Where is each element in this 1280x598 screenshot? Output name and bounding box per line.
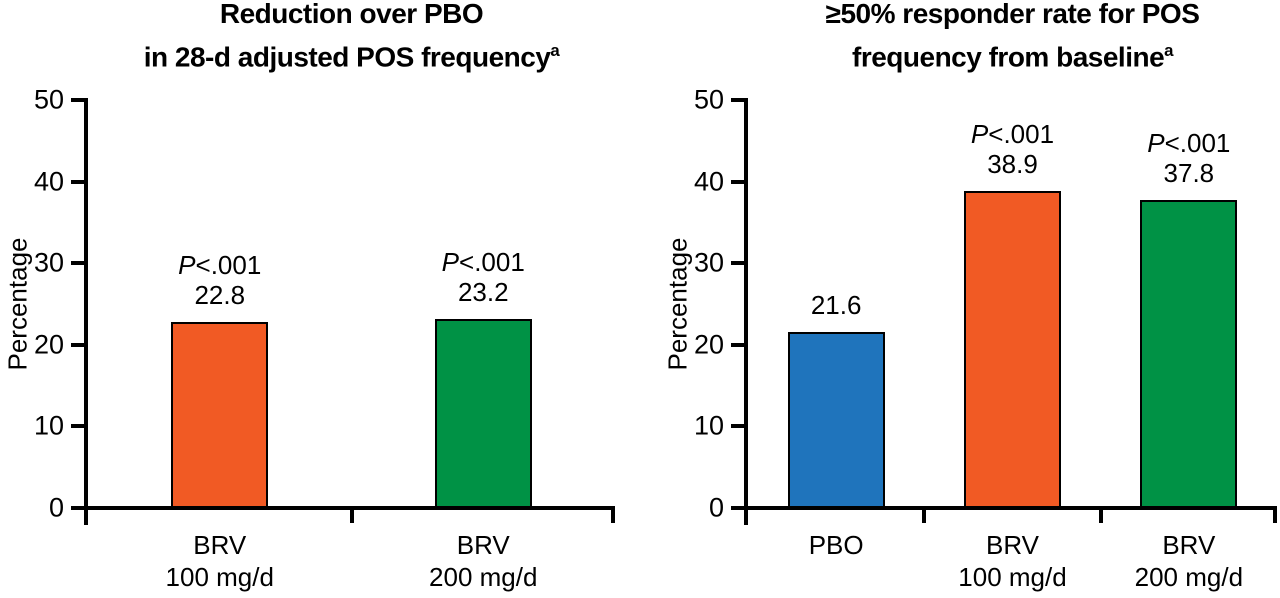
chart-title-line2: frequency from baseline xyxy=(852,41,1165,73)
chart-title-line2: in 28-d adjusted POS frequency xyxy=(143,41,551,73)
y-tick xyxy=(731,179,744,184)
bar-annotation: P<.001 23.2 xyxy=(442,247,525,307)
y-tick-label: 20 xyxy=(33,329,64,360)
x-category-label: BRV 100 mg/d xyxy=(166,529,274,593)
y-tick xyxy=(71,98,84,102)
bar-value-label: 21.6 xyxy=(810,289,862,320)
x-category-label-line: BRV xyxy=(456,530,510,560)
x-axis-line xyxy=(84,506,615,510)
title-footnote-marker: a xyxy=(1164,41,1173,60)
y-axis-line xyxy=(744,98,748,525)
x-category-label: BRV 200 mg/d xyxy=(1135,529,1243,593)
y-tick xyxy=(731,506,744,510)
x-category-label-line: 100 mg/d xyxy=(958,562,1067,592)
bar-pbo xyxy=(787,331,885,508)
chart-title: ≥50% responder rate for POS frequency fro… xyxy=(693,0,1280,75)
y-axis-line xyxy=(84,98,88,525)
x-category-label-line: 200 mg/d xyxy=(1134,562,1244,592)
y-tick-label: 30 xyxy=(693,247,724,278)
y-tick xyxy=(71,424,84,429)
title-footnote-marker: a xyxy=(550,41,560,60)
p-value-label: P<.001 xyxy=(1147,127,1231,158)
y-tick-label: 10 xyxy=(33,410,64,441)
bar-brv-200mgd xyxy=(1140,199,1238,508)
x-category-label-line: BRV xyxy=(193,530,247,560)
p-value-label: P<.001 xyxy=(970,118,1055,149)
bar-brv-100mgd xyxy=(964,190,1061,508)
y-tick-label: 50 xyxy=(693,84,724,115)
x-tick xyxy=(922,510,927,523)
y-tick xyxy=(731,98,744,102)
bar-annotation: P<.001 37.8 xyxy=(1147,128,1230,188)
y-tick xyxy=(731,342,744,347)
bar-annotation: P<.001 22.8 xyxy=(178,250,261,310)
y-tick xyxy=(71,261,84,266)
y-tick xyxy=(71,179,84,184)
y-tick-label: 50 xyxy=(33,84,64,115)
bar-annotation: 21.6 xyxy=(811,290,862,320)
bar-value-label: 22.8 xyxy=(194,279,246,310)
p-value-label: P<.001 xyxy=(178,249,262,280)
x-axis-line xyxy=(744,506,1277,510)
y-tick xyxy=(71,506,84,510)
y-tick-label: 40 xyxy=(693,166,724,197)
x-category-label-line: BRV xyxy=(986,530,1039,560)
chart-title-line1: ≥50% responder rate for POS xyxy=(825,0,1200,29)
y-tick xyxy=(731,424,744,429)
x-category-label-line: BRV xyxy=(1162,530,1216,560)
y-tick-label: 10 xyxy=(693,410,724,441)
x-tick xyxy=(349,510,354,523)
x-category-label: BRV 200 mg/d xyxy=(429,529,537,593)
y-tick-label: 30 xyxy=(33,247,64,278)
chart-title: Reduction over PBO in 28-d adjusted POS f… xyxy=(32,0,672,75)
x-category-label: BRV 100 mg/d xyxy=(958,529,1066,593)
x-category-label-line: 100 mg/d xyxy=(165,562,274,592)
y-tick-label: 20 xyxy=(693,329,724,360)
x-tick-end xyxy=(1273,506,1277,523)
bar-value-label: 37.8 xyxy=(1163,157,1215,188)
y-tick-label: 0 xyxy=(48,492,64,523)
x-category-label-line: PBO xyxy=(808,530,864,560)
chart-title-line1: Reduction over PBO xyxy=(219,0,484,29)
y-tick xyxy=(71,342,84,347)
x-tick-end xyxy=(611,506,615,523)
x-tick xyxy=(1098,510,1103,523)
bar-value-label: 23.2 xyxy=(457,276,509,307)
p-value-label: P<.001 xyxy=(441,246,525,277)
x-category-label: PBO xyxy=(809,529,864,561)
bar-annotation: P<.001 38.9 xyxy=(971,119,1054,179)
y-axis-label: Percentage xyxy=(662,237,693,371)
x-category-label-line: 200 mg/d xyxy=(429,562,538,592)
y-tick xyxy=(731,261,744,266)
y-tick-label: 0 xyxy=(708,492,724,523)
y-tick-label: 40 xyxy=(33,166,64,197)
bar-value-label: 38.9 xyxy=(987,148,1038,179)
